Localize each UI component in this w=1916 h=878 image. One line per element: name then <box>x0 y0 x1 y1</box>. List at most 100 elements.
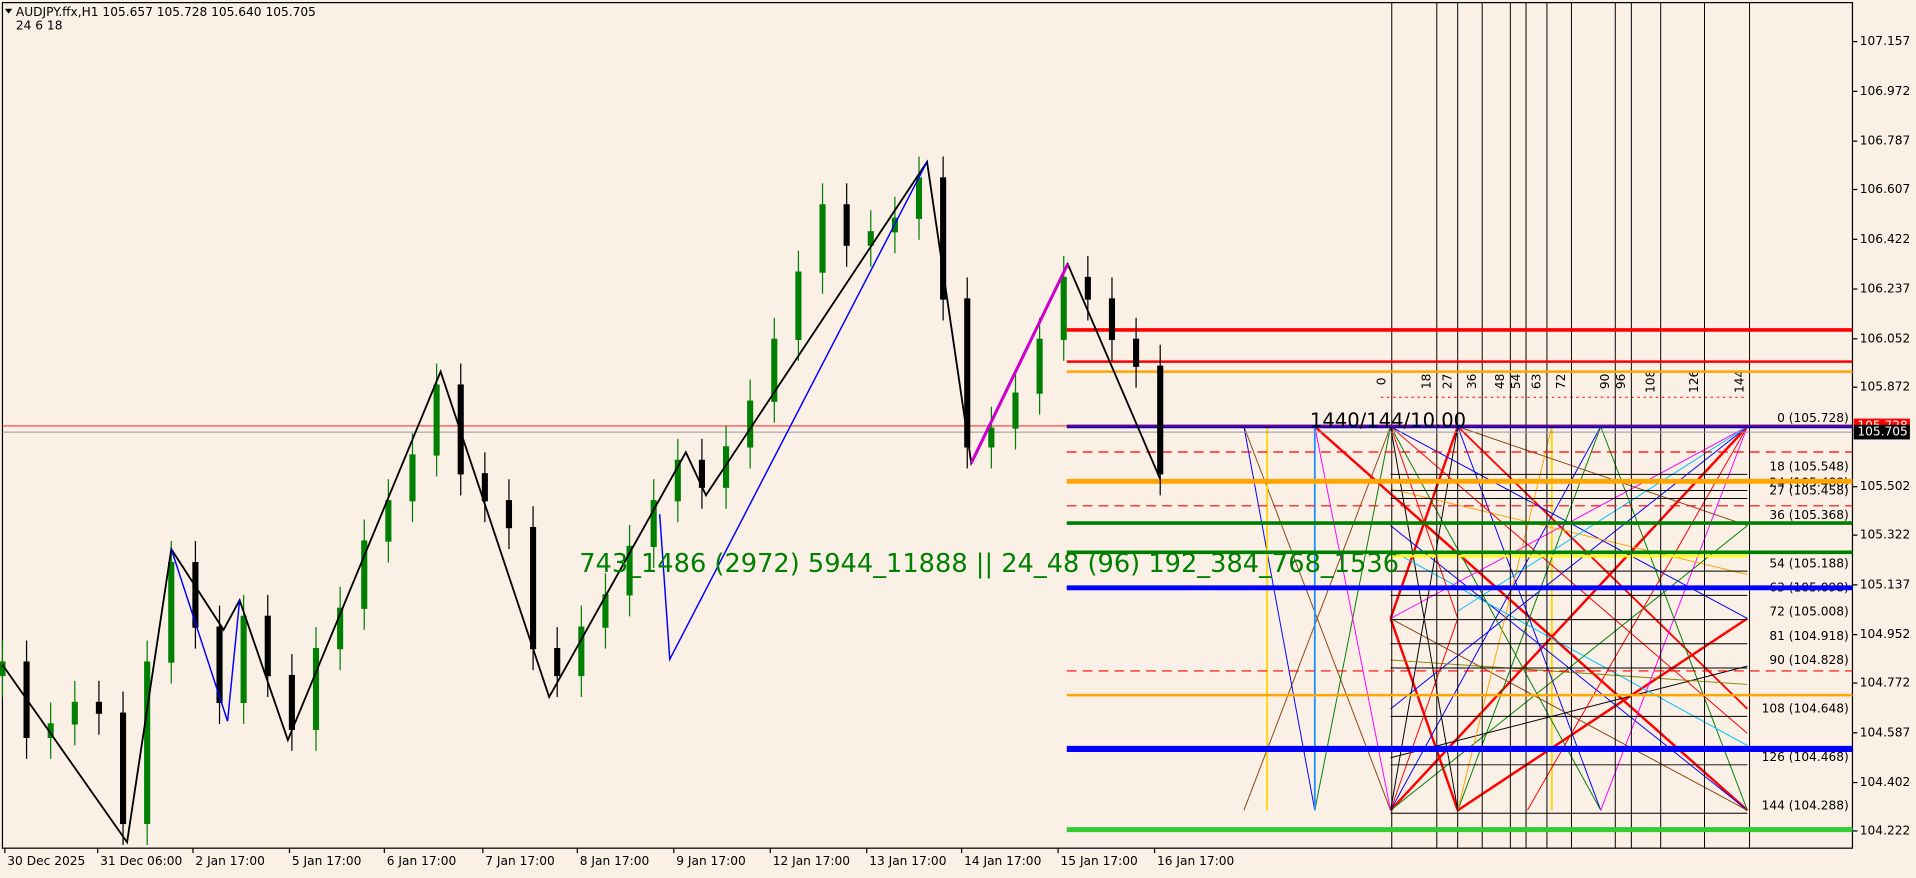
candle-body <box>1108 298 1116 340</box>
fan-line <box>1457 617 1749 812</box>
fan-line <box>1390 618 1459 811</box>
candle-body <box>940 177 947 300</box>
fan-line <box>1390 426 1748 710</box>
y-tick-label: 107.157 <box>1860 34 1910 48</box>
x-tick-label: 14 Jan 17:00 <box>964 854 1041 868</box>
candle-body <box>530 526 537 650</box>
bid-tag-label: 105.705 <box>1857 425 1907 439</box>
candle-body <box>1036 338 1043 394</box>
fan-line <box>1390 659 1748 685</box>
candle-body <box>1084 276 1091 300</box>
candle-body <box>964 298 971 448</box>
y-tick-label: 105.872 <box>1860 380 1910 394</box>
x-tick-label: 5 Jan 17:00 <box>292 854 362 868</box>
y-tick-label: 105.322 <box>1860 528 1910 542</box>
y-tick-label: 106.972 <box>1860 84 1910 98</box>
candle-body <box>409 454 416 502</box>
y-tick-label: 104.587 <box>1860 725 1910 739</box>
candle-body <box>288 674 295 730</box>
candle-body <box>240 615 247 704</box>
fan-line <box>1390 618 1748 811</box>
time-mark-label: 27 <box>1440 374 1454 390</box>
gann-level-label: 0 (105.728) <box>1777 411 1849 425</box>
candle-body <box>626 545 633 596</box>
candle-body <box>119 712 127 825</box>
candle-body <box>843 204 850 246</box>
y-tick-label: 105.502 <box>1860 479 1910 493</box>
time-mark-label: 63 <box>1530 374 1544 390</box>
candle-body <box>795 271 802 340</box>
y-tick-label: 106.052 <box>1860 331 1910 345</box>
annotation: 1440/144/10.00 <box>1310 409 1466 432</box>
y-tick-label: 106.607 <box>1860 182 1910 196</box>
candle-body <box>0 661 6 677</box>
candle-body <box>1012 392 1019 429</box>
candle-body <box>312 648 320 730</box>
gann-level-label: 27 (105.458) <box>1769 484 1848 498</box>
x-tick-label: 31 Dec 06:00 <box>100 854 182 868</box>
candle-body <box>915 177 923 219</box>
zigzag-line <box>969 263 1070 464</box>
gann-level-label: 18 (105.548) <box>1769 460 1848 474</box>
candle-body <box>337 607 344 650</box>
y-tick-label: 104.952 <box>1860 627 1910 641</box>
x-tick-label: 13 Jan 17:00 <box>869 854 946 868</box>
gann-level-label: 72 (105.008) <box>1769 605 1848 619</box>
candle-body <box>264 615 271 677</box>
candle-body <box>216 626 223 704</box>
x-tick-label: 6 Jan 17:00 <box>387 854 457 868</box>
candle-body <box>988 427 995 448</box>
menu-triangle <box>4 8 13 14</box>
gann-level-label: 81 (104.918) <box>1769 629 1848 643</box>
y-tick-label: 106.787 <box>1860 134 1910 148</box>
candle-body <box>192 561 199 628</box>
candle-body <box>385 500 392 542</box>
gann-level-label: 36 (105.368) <box>1769 508 1848 522</box>
candle-body <box>144 661 151 825</box>
candle-body <box>361 540 368 609</box>
chart-subtitle: 24 6 18 <box>16 18 63 32</box>
time-mark-label: 0 <box>1374 378 1388 386</box>
candle-body <box>578 626 585 677</box>
candle-body <box>674 459 681 502</box>
fan-line <box>1457 426 1748 612</box>
fan-line <box>1390 488 1748 575</box>
x-tick-label: 12 Jan 17:00 <box>773 854 850 868</box>
x-tick-label: 30 Dec 2025 <box>7 854 85 868</box>
time-mark-label: 144 <box>1732 370 1746 394</box>
candle-body <box>1157 365 1164 475</box>
candle-body <box>1133 338 1140 367</box>
fan-line <box>1390 549 1748 746</box>
candle-body <box>433 384 440 456</box>
bid-tag <box>1853 424 1910 440</box>
gann-level-label: 126 (104.468) <box>1762 750 1849 764</box>
time-mark-label: 108 <box>1643 370 1657 393</box>
x-tick-label: 7 Jan 17:00 <box>485 854 555 868</box>
candle-body <box>819 204 826 273</box>
gann-level-label: 108 (104.648) <box>1762 702 1849 716</box>
time-mark-label: 48 <box>1493 374 1507 390</box>
y-tick-label: 105.137 <box>1860 577 1910 591</box>
x-tick-label: 2 Jan 17:00 <box>195 854 265 868</box>
fan-line <box>1390 426 1748 734</box>
candle-body <box>71 701 78 725</box>
candle-body <box>554 648 561 677</box>
fan-line <box>1390 665 1748 759</box>
gann-level-label: 54 (105.188) <box>1769 556 1848 570</box>
fan-line <box>1457 426 1748 527</box>
annotation: 743_1486 (2972) 5944_11888 || 24_48 (96)… <box>579 549 1399 579</box>
gann-level-label: 90 (104.828) <box>1769 653 1848 667</box>
time-mark-label: 36 <box>1465 374 1479 390</box>
fan-line <box>1457 425 1749 710</box>
candle-body <box>1060 276 1067 340</box>
time-mark-label: 90 <box>1598 374 1612 390</box>
x-tick-label: 15 Jan 17:00 <box>1061 854 1138 868</box>
time-mark-label: 18 <box>1420 374 1434 390</box>
time-mark-label: 126 <box>1687 370 1701 393</box>
y-tick-label: 104.772 <box>1860 676 1910 690</box>
candle-body <box>771 338 778 402</box>
y-tick-label: 106.237 <box>1860 282 1910 296</box>
